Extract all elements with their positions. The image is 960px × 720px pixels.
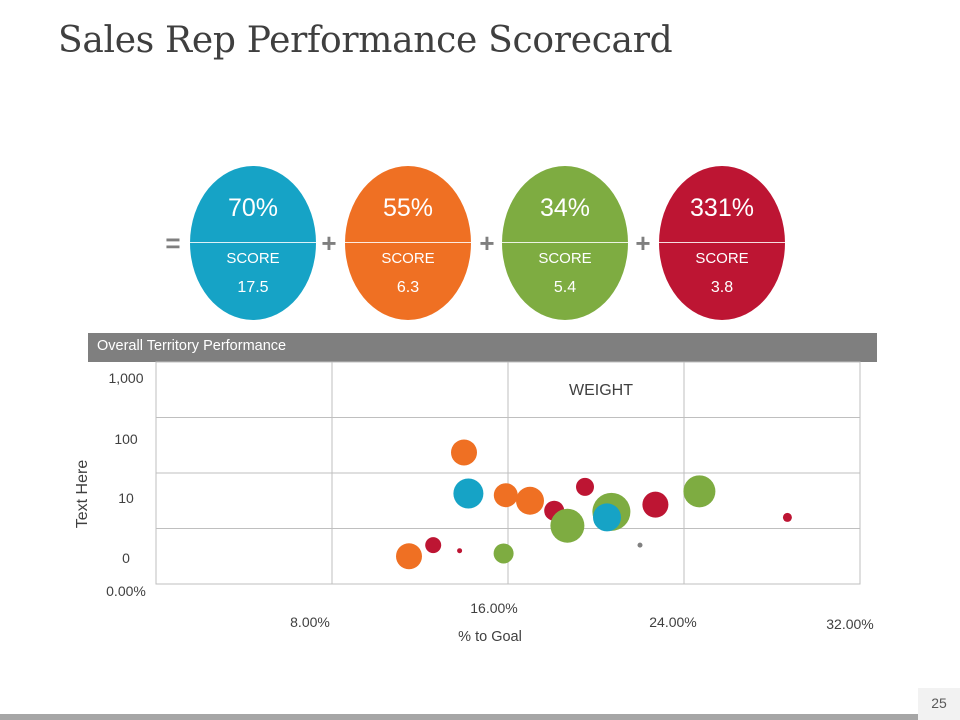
page-number: 25 [918, 688, 960, 720]
data-bubble [493, 543, 514, 564]
weight-annotation: WEIGHT [569, 382, 633, 399]
x-tick-label: 32.00% [826, 616, 873, 632]
data-bubble [642, 491, 669, 518]
data-bubble [637, 542, 643, 548]
x-tick-label: 8.00% [290, 614, 330, 630]
score-label: SCORE [381, 250, 435, 267]
score-label: SCORE [538, 250, 592, 267]
y-axis-label: Text Here [74, 460, 91, 529]
y-tick-label: 0 [122, 550, 130, 566]
chart-bubbles [396, 439, 792, 570]
plus-operator: + [479, 228, 495, 258]
score-ellipse-1: 70% SCORE 17.5 [186, 166, 320, 320]
territory-performance-header: Overall Territory Performance [88, 333, 877, 362]
data-bubble [593, 503, 621, 532]
x-tick-label: 24.00% [649, 614, 696, 630]
footer-rule [0, 714, 960, 720]
score-value: 6.3 [396, 279, 420, 296]
score-formula: = 70% SCORE 17.5 + 55% SCORE 6.3 + 34% S… [0, 0, 960, 330]
y-tick-label: 100 [114, 431, 138, 447]
page-title: Sales Rep Performance Scorecard [58, 20, 673, 61]
plus-operator: + [321, 228, 337, 258]
equals-operator: = [165, 228, 181, 258]
x-tick-label: 16.00% [470, 600, 517, 616]
data-bubble [457, 548, 463, 554]
x-axis-label: % to Goal [458, 629, 522, 645]
score-value: 17.5 [237, 279, 269, 296]
score-label: SCORE [226, 250, 280, 267]
y-tick-label: 10 [118, 490, 134, 506]
score-label: SCORE [695, 250, 749, 267]
y-tick-label: 1,000 [108, 370, 143, 386]
data-bubble [576, 477, 594, 496]
data-bubble [782, 512, 792, 522]
data-bubble [493, 483, 518, 508]
data-bubble [425, 537, 442, 554]
plus-operator: + [635, 228, 651, 258]
data-bubble [451, 439, 477, 466]
score-divider [498, 242, 632, 243]
data-bubble [550, 508, 585, 543]
data-bubble [516, 486, 544, 515]
score-divider [655, 242, 789, 243]
score-divider [341, 242, 475, 243]
data-bubble [396, 543, 422, 570]
score-percent: 55% [382, 194, 434, 222]
score-percent: 70% [227, 194, 279, 222]
score-value: 3.8 [710, 279, 734, 296]
score-percent: 34% [539, 194, 591, 222]
score-value: 5.4 [553, 279, 577, 296]
data-bubble [453, 478, 484, 509]
score-divider [186, 242, 320, 243]
x-tick-label: 0.00% [106, 583, 146, 599]
score-ellipse-2: 55% SCORE 6.3 [341, 166, 475, 320]
chart-axes: 0.00% 8.00% 16.00% 24.00% 32.00% 0 10 100 1,000%… [74, 370, 874, 645]
data-bubble [683, 475, 716, 508]
score-percent: 331% [690, 194, 754, 222]
score-ellipse-4: 331% SCORE 3.8 [655, 166, 789, 320]
score-ellipse-3: 34% SCORE 5.4 [498, 166, 632, 320]
